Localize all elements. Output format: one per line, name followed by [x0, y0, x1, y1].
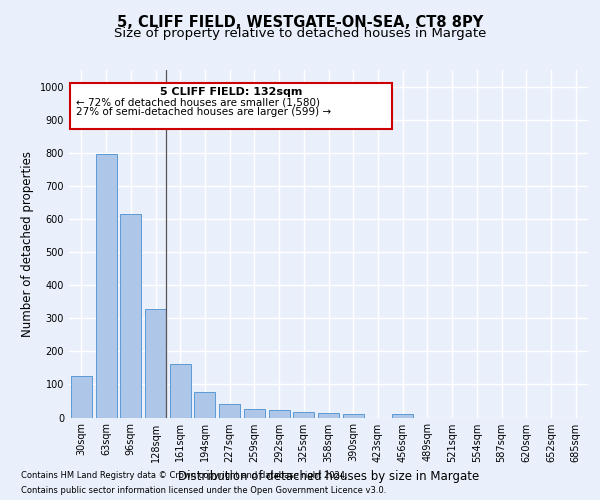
Bar: [392, 414, 413, 418]
Bar: [269, 410, 290, 418]
Bar: [343, 414, 364, 418]
Bar: [244, 408, 265, 418]
Text: ← 72% of detached houses are smaller (1,580): ← 72% of detached houses are smaller (1,…: [76, 97, 320, 107]
Bar: [145, 309, 166, 418]
Bar: [120, 214, 141, 418]
X-axis label: Distribution of detached houses by size in Margate: Distribution of detached houses by size …: [178, 470, 479, 483]
Text: 5, CLIFF FIELD, WESTGATE-ON-SEA, CT8 8PY: 5, CLIFF FIELD, WESTGATE-ON-SEA, CT8 8PY: [117, 15, 483, 30]
Bar: [318, 412, 339, 418]
Text: Contains public sector information licensed under the Open Government Licence v3: Contains public sector information licen…: [21, 486, 386, 495]
Text: 5 CLIFF FIELD: 132sqm: 5 CLIFF FIELD: 132sqm: [160, 87, 302, 97]
Bar: [95, 154, 116, 418]
Text: Size of property relative to detached houses in Margate: Size of property relative to detached ho…: [114, 28, 486, 40]
Text: Contains HM Land Registry data © Crown copyright and database right 2024.: Contains HM Land Registry data © Crown c…: [21, 471, 347, 480]
FancyBboxPatch shape: [70, 83, 392, 129]
Bar: [293, 412, 314, 418]
Bar: [71, 376, 92, 418]
Bar: [219, 404, 240, 417]
Bar: [194, 392, 215, 417]
Text: 27% of semi-detached houses are larger (599) →: 27% of semi-detached houses are larger (…: [76, 107, 332, 117]
Bar: [170, 364, 191, 418]
Y-axis label: Number of detached properties: Number of detached properties: [21, 151, 34, 337]
